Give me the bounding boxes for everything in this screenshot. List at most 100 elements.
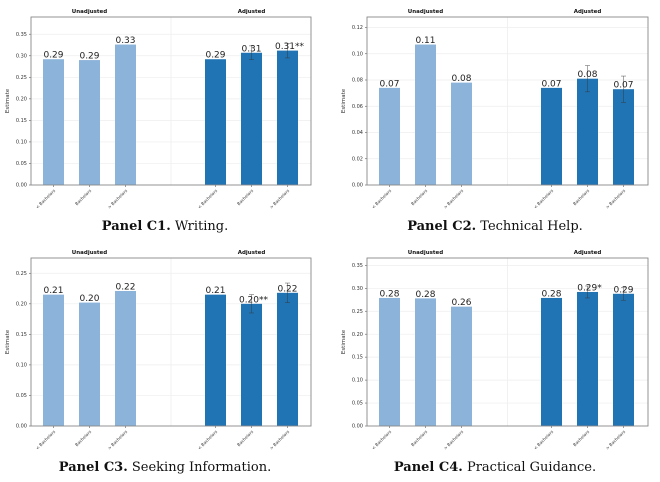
bar-adjusted (205, 294, 226, 426)
data-label: 0.20** (239, 295, 269, 305)
group-title-adjusted: Adjusted (574, 250, 602, 256)
y-axis-label: Estimate (5, 88, 11, 113)
bar-adjusted (577, 291, 598, 426)
bar-unadjusted (379, 87, 400, 185)
bar-adjusted (541, 297, 562, 426)
data-label: 0.07 (541, 79, 561, 89)
x-tick-label: Bachelors (236, 188, 254, 206)
data-label: 0.29 (79, 52, 99, 62)
data-label: 0.31 (241, 44, 261, 54)
y-tick-label: 0.04 (352, 130, 363, 136)
x-tick-label: Bachelors (74, 429, 92, 447)
x-tick-label: Bachelors (572, 188, 590, 206)
x-tick-label: < Bachelors (197, 429, 219, 451)
group-title-adjusted: Adjusted (238, 9, 266, 15)
caption-label: Panel C4. (393, 460, 463, 475)
x-tick-label: < Bachelors (533, 188, 555, 210)
bar-unadjusted (415, 44, 436, 185)
data-label: 0.21 (43, 286, 63, 296)
y-axis-label: Estimate (341, 329, 347, 354)
bar-adjusted (277, 50, 298, 185)
axes-frame (30, 16, 312, 186)
axes-frame (366, 16, 649, 186)
axes-frame (30, 257, 312, 427)
data-label: 0.29 (613, 285, 633, 295)
bar-adjusted (613, 89, 634, 185)
data-label: 0.20 (79, 294, 99, 304)
group-title-unadjusted: Unadjusted (72, 9, 107, 15)
x-tick-label: < Bachelors (197, 188, 219, 210)
panel-c1: Unadjusted Adjusted 0.29 < Bachelors 0.29 Bac… (0, 0, 330, 241)
data-label: 0.28 (541, 289, 561, 299)
y-tick-label: 0.10 (16, 363, 27, 369)
bar-adjusted (577, 78, 598, 185)
bar-unadjusted (79, 60, 100, 186)
caption-c3: Panel C3. Seeking Information. (0, 460, 330, 475)
x-tick-label: > Bachelors (269, 429, 291, 451)
bar-unadjusted (43, 59, 64, 185)
bar-adjusted (541, 87, 562, 185)
data-label: 0.22 (115, 282, 135, 292)
chart-c4: Unadjusted Adjusted 0.28 < Bachelors 0.28 Bac… (341, 250, 649, 451)
data-label: 0.29 (43, 51, 63, 61)
bar-unadjusted (451, 82, 472, 185)
x-tick-label: < Bachelors (533, 429, 555, 451)
x-tick-label: Bachelors (572, 429, 590, 447)
data-label: 0.07 (613, 81, 633, 91)
y-tick-label: 0.10 (16, 140, 27, 146)
y-tick-label: 0.10 (352, 378, 363, 384)
y-tick-label: 0.05 (352, 401, 363, 407)
bar-unadjusted (115, 290, 136, 426)
bar-unadjusted (79, 302, 100, 426)
bar-adjusted (241, 52, 262, 185)
bar-adjusted (241, 303, 262, 426)
caption-label: Panel C2. (407, 219, 477, 234)
y-tick-label: 0.15 (352, 355, 363, 361)
y-tick-label: 0.15 (16, 332, 27, 338)
data-label: 0.08 (451, 74, 471, 84)
bar-unadjusted (379, 297, 400, 426)
panel-c4: Unadjusted Adjusted 0.28 < Bachelors 0.28 Bac… (330, 241, 660, 482)
group-title-unadjusted: Unadjusted (408, 250, 443, 256)
x-tick-label: Bachelors (236, 429, 254, 447)
caption-title: Seeking Information. (131, 460, 272, 475)
data-label: 0.26 (451, 298, 471, 308)
chart-c3: Unadjusted Adjusted 0.21 < Bachelors 0.20 Bac… (5, 250, 312, 451)
x-tick-label: < Bachelors (371, 188, 393, 210)
caption-label: Panel C1. (101, 219, 171, 234)
bar-unadjusted (115, 44, 136, 185)
caption-title: Technical Help. (480, 219, 583, 234)
panel-c3: Unadjusted Adjusted 0.21 < Bachelors 0.20 Bac… (0, 241, 330, 482)
data-label: 0.33 (115, 36, 135, 46)
caption-label: Panel C3. (58, 460, 128, 475)
caption-c2: Panel C2. Technical Help. (330, 219, 660, 234)
data-label: 0.29* (577, 283, 602, 293)
group-title-adjusted: Adjusted (574, 9, 602, 15)
chart-c2: Unadjusted Adjusted 0.07 < Bachelors 0.11 Bac… (341, 9, 649, 210)
y-tick-label: 0.00 (16, 424, 27, 430)
y-tick-label: 0.10 (352, 51, 363, 57)
data-label: 0.28 (415, 290, 435, 300)
x-tick-label: > Bachelors (605, 429, 627, 451)
x-tick-label: < Bachelors (35, 188, 57, 210)
y-tick-label: 0.05 (16, 393, 27, 399)
y-tick-label: 0.05 (16, 161, 27, 167)
bar-unadjusted (451, 306, 472, 426)
caption-title: Practical Guidance. (466, 460, 597, 475)
bar-adjusted (205, 59, 226, 185)
axes-frame (366, 257, 649, 427)
x-tick-label: Bachelors (410, 188, 428, 206)
x-tick-label: > Bachelors (107, 188, 129, 210)
data-label: 0.07 (379, 79, 399, 89)
x-tick-label: > Bachelors (605, 188, 627, 210)
data-label: 0.29 (205, 51, 225, 61)
y-tick-label: 0.15 (16, 118, 27, 124)
y-tick-label: 0.25 (16, 271, 27, 277)
x-tick-label: Bachelors (74, 188, 92, 206)
y-tick-label: 0.00 (352, 183, 363, 189)
y-tick-label: 0.02 (352, 156, 363, 162)
y-tick-label: 0.35 (16, 32, 27, 38)
bar-adjusted (277, 292, 298, 426)
bar-unadjusted (43, 294, 64, 426)
y-tick-label: 0.35 (352, 263, 363, 269)
